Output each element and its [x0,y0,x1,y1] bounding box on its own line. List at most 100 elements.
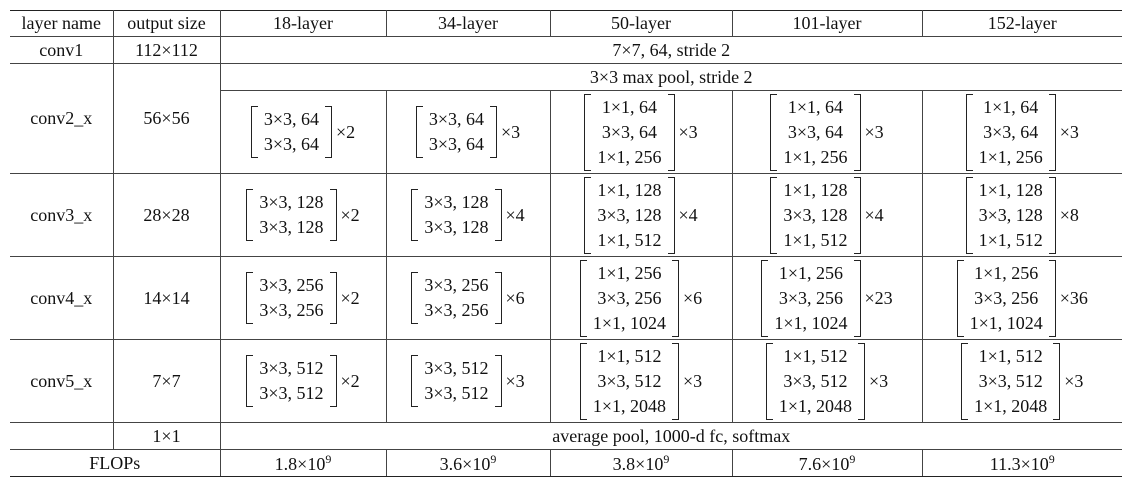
layer-spec: 1×1, 128 [783,179,848,200]
flops-value: 3.8×109 [550,449,733,477]
block: 3×3, 64 3×3, 64 ×2 [250,104,355,160]
empty-cell [10,422,114,450]
flops-exp: 9 [490,451,497,466]
block-cell: 1×1, 128 3×3, 128 1×1, 512 ×8 [922,173,1122,257]
repeat: ×6 [683,287,703,308]
block: 3×3, 256 3×3, 256 ×6 [411,270,525,326]
output-size: 14×14 [113,256,221,340]
layer-name: conv1 [10,36,114,64]
layer-name: conv5_x [10,339,114,423]
header-cell: 101-layer [732,10,923,37]
layer-spec: 3×3, 512 [424,358,489,378]
layer-spec: 1×1, 64 [601,96,657,117]
repeat: ×3 [505,370,525,391]
layer-spec: 1×1, 256 [597,262,662,283]
table-body: layer name output size 18-layer 34-layer 50-… [10,10,1122,477]
layer-spec: 3×3, 64 [263,109,319,129]
block-cell: 1×1, 128 3×3, 128 1×1, 512 ×4 [550,173,733,257]
block: 1×1, 256 3×3, 256 1×1, 1024 ×23 [761,257,893,339]
flops-exp: 9 [325,451,332,466]
layer-spec: 3×3, 128 [259,217,324,237]
block: 3×3, 512 3×3, 512 ×2 [246,353,360,409]
block-cell: 1×1, 256 3×3, 256 1×1, 1024 ×23 [732,256,923,340]
repeat: ×3 [683,370,703,391]
span-cell: average pool, 1000-d fc, softmax [220,422,1122,450]
repeat: ×23 [864,287,893,308]
layer-name: conv4_x [10,256,114,340]
layer-spec: 3×3, 64 [428,134,484,154]
layer-spec: 3×3, 128 [597,204,662,225]
repeat: ×3 [501,121,521,142]
block-cell: 3×3, 64 3×3, 64 ×2 [220,90,387,174]
block-cell: 1×1, 512 3×3, 512 1×1, 2048 ×3 [550,339,733,423]
header-cell: 50-layer [550,10,733,37]
header-cell: layer name [10,10,114,37]
block-cell: 3×3, 256 3×3, 256 ×6 [386,256,551,340]
block: 1×1, 512 3×3, 512 1×1, 2048 ×3 [961,340,1083,422]
layer-spec: 1×1, 256 [778,262,843,283]
flops-base: 7.6×10 [798,453,850,474]
bracket: 3×3, 256 3×3, 256 [246,270,337,326]
header-row: layer name output size 18-layer 34-layer 50-… [10,10,1122,37]
flops-label: FLOPs [10,449,221,477]
flops-base: 3.6×10 [439,453,491,474]
layer-spec: 1×1, 1024 [969,312,1043,333]
layer-spec: 1×1, 256 [978,146,1043,167]
bracket: 1×1, 128 3×3, 128 1×1, 512 [770,174,861,256]
block-cell: 1×1, 256 3×3, 256 1×1, 1024 ×6 [550,256,733,340]
architecture-table: layer name output size 18-layer 34-layer 50-… [10,10,1122,477]
layer-spec: 3×3, 512 [424,383,489,403]
layer-spec: 1×1, 256 [783,146,848,167]
block: 1×1, 512 3×3, 512 1×1, 2048 ×3 [765,340,889,422]
block-cell: 3×3, 256 3×3, 256 ×2 [220,256,387,340]
block: 3×3, 64 3×3, 64 ×3 [415,104,521,160]
layer-spec: 1×1, 128 [597,179,662,200]
flops-row: FLOPs 1.8×109 3.6×109 3.8×109 7.6×109 11.3×10… [10,449,1122,477]
bracket: 3×3, 64 3×3, 64 [415,104,497,160]
flops-value: 3.6×109 [386,449,551,477]
layer-spec: 1×1, 256 [974,262,1039,283]
table-row: 1×1 average pool, 1000-d fc, softmax [10,422,1122,450]
repeat: ×4 [678,204,698,225]
layer-spec: 1×1, 64 [983,96,1039,117]
repeat: ×3 [869,370,889,391]
block-cell: 3×3, 64 3×3, 64 ×3 [386,90,551,174]
block: 3×3, 512 3×3, 512 ×3 [411,353,525,409]
bracket: 3×3, 128 3×3, 128 [246,187,337,243]
block: 1×1, 512 3×3, 512 1×1, 2048 ×3 [579,340,703,422]
output-size: 1×1 [113,422,221,450]
layer-spec: 3×3, 128 [424,217,489,237]
block-cell: 3×3, 128 3×3, 128 ×4 [386,173,551,257]
layer-spec: 3×3, 256 [424,275,489,295]
block: 1×1, 128 3×3, 128 1×1, 512 ×4 [770,174,884,256]
layer-spec: 3×3, 64 [787,121,843,142]
header-cell: output size [113,10,221,37]
header-cell: 34-layer [386,10,551,37]
bracket: 1×1, 512 3×3, 512 1×1, 2048 [765,340,865,422]
bracket: 1×1, 64 3×3, 64 1×1, 256 [965,91,1056,173]
bracket: 1×1, 128 3×3, 128 1×1, 512 [965,174,1056,256]
layer-spec: 3×3, 512 [783,370,848,391]
layer-spec: 1×1, 2048 [974,395,1048,416]
layer-spec: 3×3, 512 [978,370,1043,391]
layer-spec: 3×3, 512 [259,358,324,378]
output-size: 56×56 [113,63,221,174]
bracket: 3×3, 64 3×3, 64 [250,104,332,160]
block: 3×3, 128 3×3, 128 ×2 [246,187,360,243]
layer-spec: 1×1, 1024 [774,312,848,333]
repeat: ×3 [864,121,884,142]
flops-base: 1.8×10 [274,453,326,474]
table-row: conv3_x 28×28 3×3, 128 3×3, 128 ×2 3×3, 128 3×… [10,173,1122,257]
layer-spec: 3×3, 256 [778,287,843,308]
bracket: 1×1, 512 3×3, 512 1×1, 2048 [961,340,1061,422]
flops-exp: 9 [849,451,856,466]
block: 1×1, 256 3×3, 256 1×1, 1024 ×6 [579,257,703,339]
block: 1×1, 256 3×3, 256 1×1, 1024 ×36 [956,257,1088,339]
output-size: 7×7 [113,339,221,423]
bracket: 3×3, 512 3×3, 512 [411,353,502,409]
flops-exp: 9 [663,451,670,466]
layer-spec: 3×3, 128 [424,192,489,212]
bracket: 1×1, 256 3×3, 256 1×1, 1024 [579,257,679,339]
span-cell: 3×3 max pool, stride 2 [220,63,1122,91]
